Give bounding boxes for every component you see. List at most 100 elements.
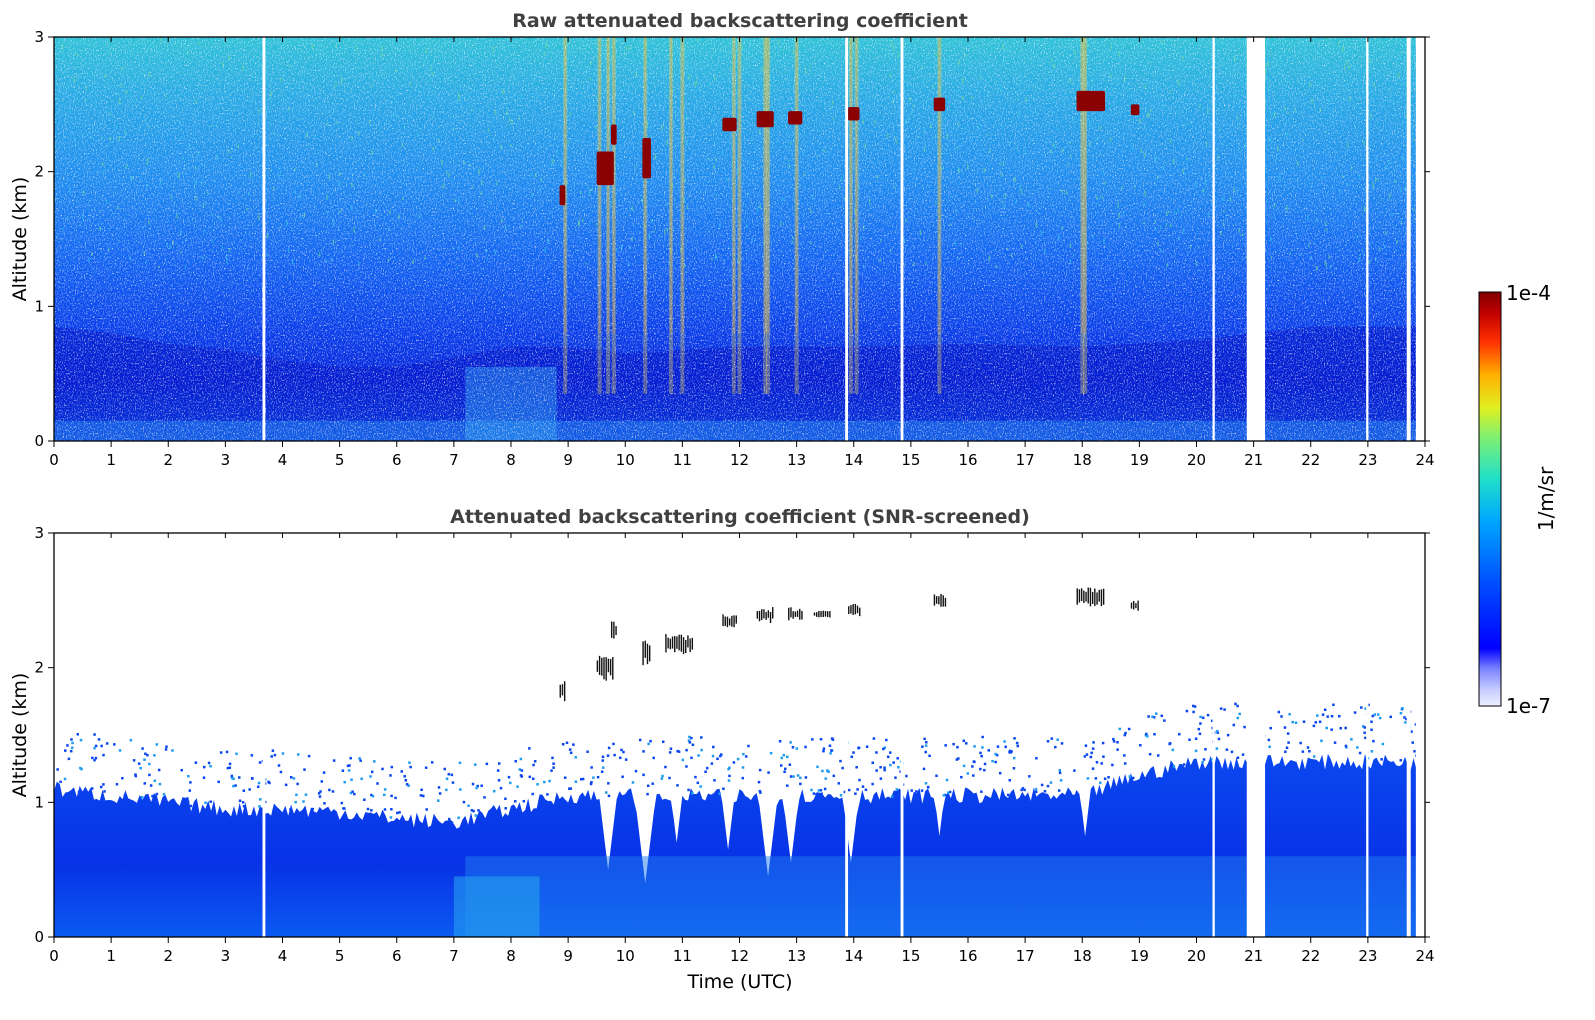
signal-pixel [661, 774, 664, 778]
signal-pixel [1291, 720, 1294, 724]
y-axis-label: Altitude (km) [9, 177, 31, 302]
signal-pixel [519, 757, 523, 761]
signal-pixel [769, 751, 773, 755]
signal-pixel [1376, 713, 1380, 716]
x-tick-label: 18 [1073, 451, 1092, 469]
signal-pixel [732, 761, 736, 764]
x-tick-label: 1 [106, 451, 116, 469]
signal-pixel [1219, 707, 1223, 710]
signal-pixel [430, 761, 434, 764]
signal-pixel [1321, 713, 1325, 716]
signal-pixel [1118, 727, 1122, 731]
convective-plume [453, 876, 540, 937]
signal-pixel [1128, 775, 1132, 778]
signal-pixel [922, 767, 926, 771]
signal-pixel [1332, 703, 1335, 707]
signal-pixel [294, 800, 297, 804]
signal-pixel [568, 748, 572, 751]
cloud-column [665, 634, 667, 653]
signal-pixel [758, 768, 762, 772]
cloud-feature [788, 111, 803, 125]
signal-pixel [780, 756, 784, 760]
signal-pixel [186, 800, 190, 804]
signal-pixel [1040, 783, 1044, 787]
signal-pixel [121, 776, 124, 780]
signal-pixel [883, 768, 886, 772]
signal-pixel [759, 791, 762, 794]
signal-pixel [568, 787, 571, 790]
signal-pixel [307, 754, 311, 758]
signal-pixel [1201, 716, 1205, 720]
y-tick-label: 3 [34, 28, 44, 46]
signal-pixel [497, 762, 501, 765]
x-tick-label: 13 [787, 947, 806, 965]
cloud-column [598, 655, 601, 675]
signal-pixel [727, 767, 730, 771]
signal-pixel [1057, 789, 1061, 792]
signal-pixel [542, 800, 546, 804]
cloud-column [680, 634, 683, 652]
signal-pixel [817, 789, 821, 792]
signal-pixel [565, 741, 569, 745]
signal-pixel [607, 794, 611, 798]
raw-feature-layer [262, 37, 1425, 441]
signal-pixel [879, 777, 883, 780]
signal-pixel [164, 748, 168, 751]
cloud-column [794, 611, 797, 617]
signal-pixel [789, 741, 792, 744]
signal-pixel [613, 753, 616, 757]
signal-pixel [531, 777, 535, 781]
cloud-column [799, 608, 801, 620]
signal-pixel [831, 738, 835, 741]
signal-pixel [1046, 739, 1050, 743]
raw-backscatter-panel: Raw attenuated backscattering coefficien… [9, 10, 1435, 469]
signal-pixel [843, 790, 847, 794]
signal-pixel [1356, 746, 1359, 749]
x-tick-label: 9 [563, 947, 573, 965]
signal-pixel [973, 745, 976, 748]
signal-pixel [1267, 738, 1271, 742]
signal-pixel [143, 782, 147, 785]
cloud-column [1089, 587, 1092, 607]
signal-pixel [1364, 736, 1367, 740]
signal-pixel [1323, 708, 1327, 712]
cloud-column [1091, 591, 1094, 604]
signal-pixel [677, 750, 681, 753]
signal-pixel [1010, 750, 1013, 753]
signal-pixel [381, 767, 384, 771]
signal-pixel [799, 776, 802, 780]
signal-pixel [230, 776, 234, 780]
signal-pixel [472, 809, 475, 813]
signal-pixel [972, 774, 975, 777]
x-tick-label: 24 [1415, 947, 1434, 965]
cloud-feature [610, 124, 617, 145]
signal-pixel [905, 774, 908, 778]
signal-pixel [140, 795, 144, 799]
signal-pixel [1312, 724, 1316, 728]
signal-pixel [143, 758, 146, 761]
signal-pixel [710, 762, 714, 765]
signal-pixel [1102, 755, 1105, 758]
cloud-column [818, 610, 820, 618]
screened-backscatter-panel: Attenuated backscattering coefficient (S… [9, 506, 1435, 993]
x-tick-label: 6 [392, 947, 402, 965]
signal-pixel [719, 754, 722, 758]
signal-pixel [742, 752, 745, 756]
signal-pixel [162, 793, 166, 796]
signal-pixel [727, 779, 731, 782]
signal-pixel [257, 781, 261, 785]
signal-pixel [1225, 748, 1229, 751]
signal-pixel [496, 769, 500, 772]
signal-pixel [292, 777, 296, 780]
signal-pixel [824, 777, 827, 780]
signal-pixel [889, 751, 892, 754]
cloud-feature [1076, 90, 1106, 112]
signal-pixel [983, 762, 987, 766]
signal-pixel [1020, 788, 1023, 792]
signal-pixel [370, 809, 373, 812]
x-tick-label: 19 [1130, 451, 1149, 469]
signal-pixel [113, 743, 116, 746]
signal-pixel [148, 773, 151, 777]
signal-pixel [304, 793, 308, 796]
signal-pixel [289, 776, 293, 779]
